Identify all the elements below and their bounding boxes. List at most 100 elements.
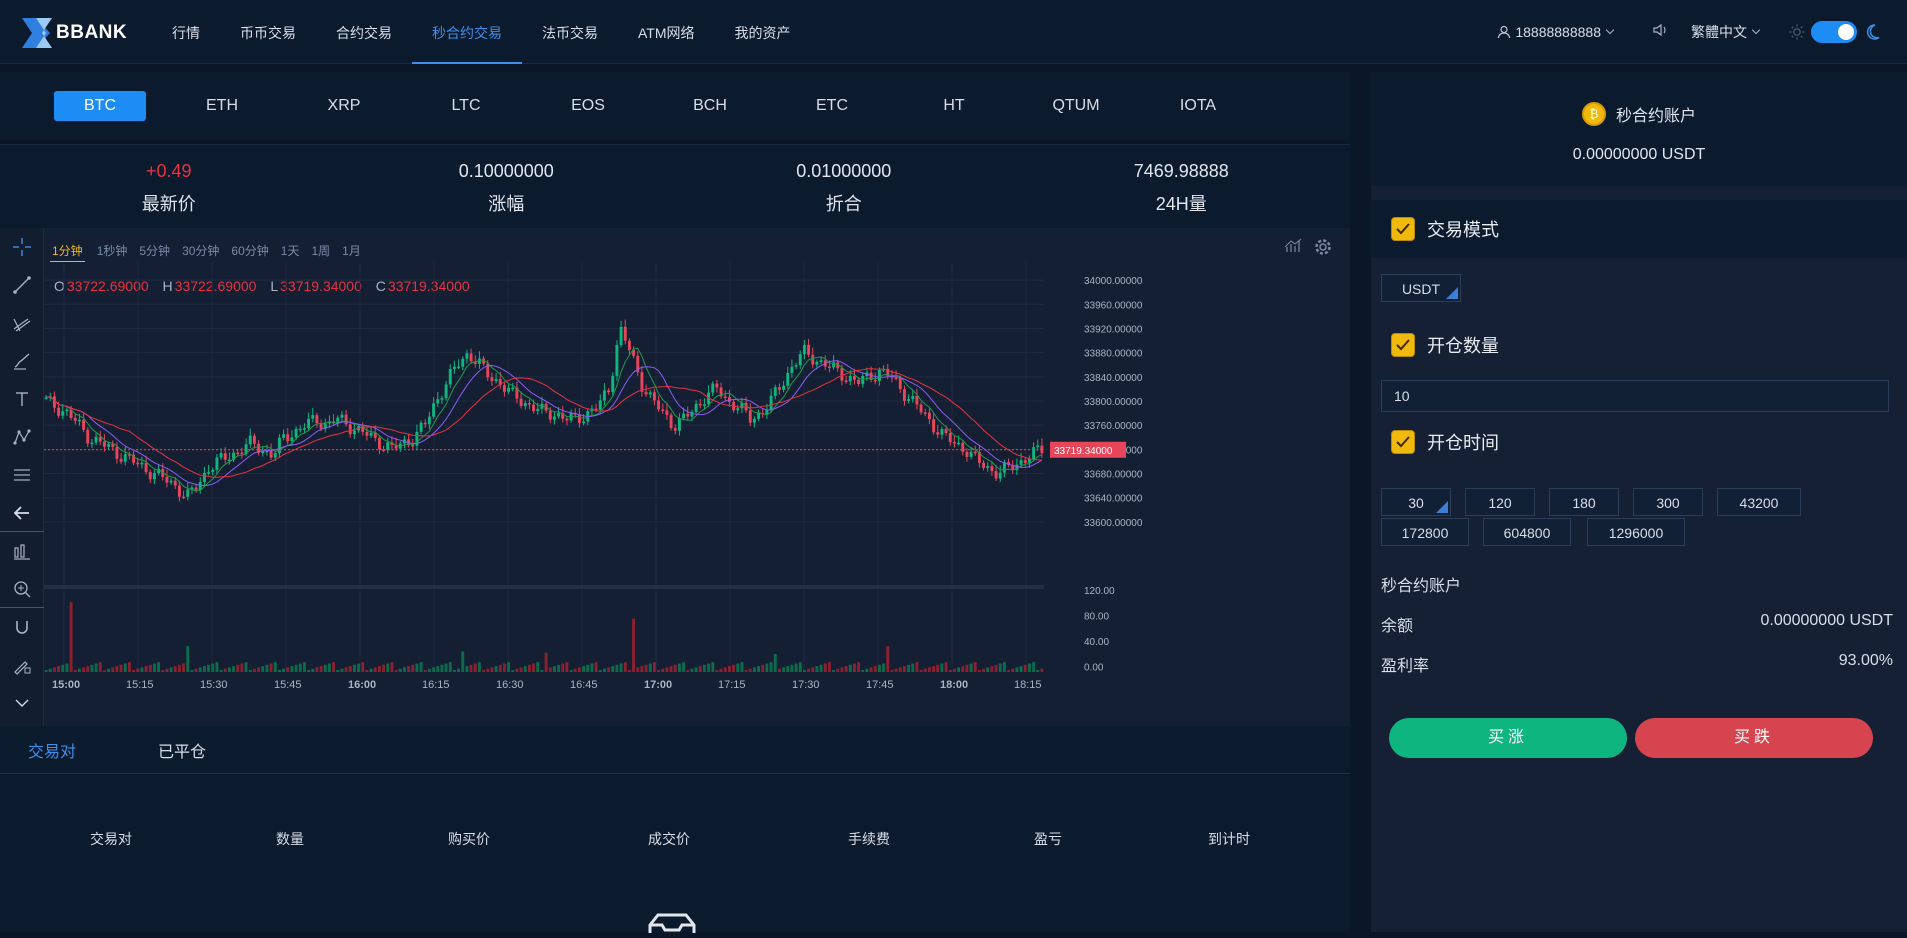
volume-bar bbox=[423, 670, 427, 672]
volume-bar bbox=[1015, 667, 1019, 672]
tab-closed[interactable]: 已平仓 bbox=[158, 743, 207, 761]
time-option-1296000[interactable]: 1296000 bbox=[1587, 518, 1685, 546]
theme-switch[interactable] bbox=[1789, 21, 1881, 43]
volume-bar bbox=[494, 666, 498, 672]
volume-bar bbox=[798, 662, 802, 672]
user-menu[interactable]: 18888888888 bbox=[1497, 24, 1615, 40]
mode-usdt[interactable]: USDT bbox=[1381, 274, 1461, 302]
coin-tab-btc[interactable]: BTC bbox=[54, 91, 146, 121]
candle-body bbox=[915, 396, 919, 405]
coin-tab-bch[interactable]: BCH bbox=[693, 97, 727, 114]
candle-body bbox=[690, 411, 694, 417]
candle-body bbox=[1015, 464, 1019, 471]
zoom-in-icon[interactable] bbox=[0, 570, 44, 608]
buy-up-button[interactable]: 买涨 bbox=[1389, 718, 1627, 758]
candle-body bbox=[302, 428, 306, 430]
volume-bar bbox=[498, 664, 502, 672]
buy-down-button[interactable]: 买跌 bbox=[1635, 718, 1873, 758]
stat-24h-volume: 7469.98888 24H量 bbox=[1133, 161, 1229, 214]
volume-bar bbox=[807, 668, 811, 672]
sound-icon[interactable] bbox=[1653, 23, 1669, 42]
nav-fiat[interactable]: 法币交易 bbox=[542, 25, 598, 41]
volume-bar bbox=[523, 666, 527, 672]
nav-atm[interactable]: ATM网络 bbox=[638, 25, 695, 41]
logo[interactable]: BBANK bbox=[22, 16, 134, 50]
time-option-43200[interactable]: 43200 bbox=[1717, 488, 1801, 516]
candle-body bbox=[711, 383, 715, 393]
volume-bar bbox=[702, 664, 706, 672]
coin-tab-etc[interactable]: ETC bbox=[816, 97, 848, 114]
lock-draw-icon[interactable] bbox=[0, 646, 44, 684]
interval-1month[interactable]: 1月 bbox=[342, 244, 361, 258]
back-arrow-icon[interactable] bbox=[0, 494, 44, 532]
language-select[interactable]: 繁體中文 bbox=[1691, 22, 1761, 42]
chevron-down-icon[interactable] bbox=[0, 684, 44, 722]
candle-body bbox=[86, 429, 90, 444]
text-icon[interactable] bbox=[0, 380, 44, 418]
interval-30min[interactable]: 30分钟 bbox=[182, 244, 220, 258]
nav-second-contract[interactable]: 秒合约交易 bbox=[412, 0, 522, 64]
candle-body bbox=[657, 400, 661, 410]
nav-market[interactable]: 行情 bbox=[172, 25, 200, 41]
interval-1min[interactable]: 1分钟 bbox=[50, 242, 85, 262]
coin-tab-eth[interactable]: ETH bbox=[206, 97, 238, 114]
crosshair-icon[interactable] bbox=[0, 228, 44, 266]
indicator-icon[interactable] bbox=[1284, 238, 1302, 261]
volume-bar bbox=[932, 666, 936, 672]
nav-assets[interactable]: 我的资产 bbox=[734, 25, 791, 41]
pattern-icon[interactable] bbox=[0, 418, 44, 456]
coin-tabs: BTC ETH XRP LTC EOS BCH ETC HT QTUM IOTA bbox=[0, 72, 1350, 140]
coin-tab-ht[interactable]: HT bbox=[943, 97, 965, 114]
candlestick-plot[interactable]: 34000.00000 33960.00000 33920.00000 33880.0… bbox=[44, 262, 1350, 726]
time-option-172800[interactable]: 172800 bbox=[1381, 518, 1469, 546]
time-option-30[interactable]: 30 bbox=[1381, 488, 1451, 516]
measure-icon[interactable] bbox=[0, 532, 44, 570]
tab-trading-pair[interactable]: 交易对 bbox=[28, 743, 77, 761]
time-option-120[interactable]: 120 bbox=[1465, 488, 1535, 516]
volume-bar bbox=[619, 663, 623, 672]
volume-bar bbox=[52, 667, 56, 672]
time-option-604800[interactable]: 604800 bbox=[1483, 518, 1571, 546]
time-option-300[interactable]: 300 bbox=[1633, 488, 1703, 516]
theme-toggle[interactable] bbox=[1811, 21, 1857, 43]
volume-bar bbox=[115, 666, 119, 672]
coin-tab-iota[interactable]: IOTA bbox=[1179, 97, 1217, 114]
interval-1week[interactable]: 1周 bbox=[311, 244, 331, 258]
candle-body bbox=[490, 377, 494, 382]
candle-body bbox=[65, 409, 69, 412]
candle-body bbox=[548, 410, 552, 420]
volume-bar bbox=[998, 663, 1002, 672]
coin-tab-xrp[interactable]: XRP bbox=[327, 97, 361, 114]
volume-bar bbox=[898, 667, 902, 672]
trendline-icon[interactable] bbox=[0, 266, 44, 304]
volume-bar bbox=[815, 666, 819, 672]
settings-gear-icon[interactable] bbox=[1314, 238, 1332, 261]
coin-tab-qtum[interactable]: QTUM bbox=[1052, 97, 1100, 114]
volume-bar bbox=[136, 668, 140, 672]
time-tick-label: 16:15 bbox=[422, 679, 450, 691]
quantity-input[interactable]: 10 bbox=[1381, 380, 1889, 412]
nav-futures[interactable]: 合约交易 bbox=[336, 25, 392, 41]
coin-tab-eos[interactable]: EOS bbox=[571, 97, 605, 114]
fib-icon[interactable] bbox=[0, 304, 44, 342]
volume-bar bbox=[840, 667, 844, 672]
interval-1sec[interactable]: 1秒钟 bbox=[96, 244, 128, 258]
brush-icon[interactable] bbox=[0, 342, 44, 380]
interval-5min[interactable]: 5分钟 bbox=[139, 244, 171, 258]
candle-body bbox=[111, 444, 115, 448]
candle-body bbox=[452, 366, 456, 370]
volume-bar bbox=[448, 662, 452, 672]
candle-body bbox=[227, 459, 231, 462]
kline-chart[interactable]: 1分钟 1秒钟 5分钟 30分钟 60分钟 1天 1周 1月 O 33722.69… bbox=[0, 228, 1350, 726]
candle-body bbox=[219, 453, 223, 458]
coin-tab-ltc[interactable]: LTC bbox=[451, 97, 481, 114]
candle-body bbox=[515, 387, 519, 399]
interval-1day[interactable]: 1天 bbox=[280, 244, 300, 258]
th-countdown: 到计时 bbox=[1208, 831, 1250, 847]
nav-spot[interactable]: 币币交易 bbox=[240, 25, 296, 41]
projection-icon[interactable] bbox=[0, 456, 44, 494]
volume-bar bbox=[923, 668, 927, 672]
magnet-icon[interactable] bbox=[0, 608, 44, 646]
interval-60min[interactable]: 60分钟 bbox=[231, 244, 269, 258]
time-option-180[interactable]: 180 bbox=[1549, 488, 1619, 516]
